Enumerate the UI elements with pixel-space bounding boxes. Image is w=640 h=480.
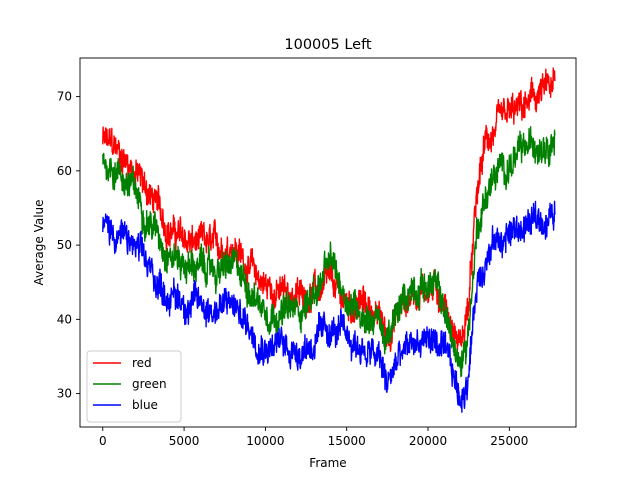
legend-label-red: red [132,356,152,370]
x-tick-label: 20000 [409,434,447,448]
y-tick-label: 60 [57,164,72,178]
series-line-blue [102,200,556,413]
x-tick-label: 25000 [490,434,528,448]
y-tick-label: 30 [57,387,72,401]
y-axis-label: Average Value [32,199,46,285]
plot-frame [79,57,577,428]
x-axis-label: Frame [309,456,346,470]
legend: red green blue [86,350,182,423]
series-line-red [102,67,556,354]
x-tick-label: 0 [99,434,107,448]
series-layer [102,67,556,413]
legend-label-blue: blue [132,398,158,412]
legend-label-green: green [132,377,167,391]
x-tick-label: 15000 [328,434,366,448]
series-line-green [102,126,556,378]
y-axis: 30 40 50 60 70 [57,90,80,401]
y-tick-label: 50 [57,238,72,252]
x-tick-label: 10000 [246,434,284,448]
chart-title: 100005 Left [284,37,372,53]
plot-area [79,57,577,428]
y-tick-label: 70 [57,90,72,104]
x-axis: 0 5000 10000 15000 20000 25000 [99,427,528,448]
y-tick-label: 40 [57,312,72,326]
x-tick-label: 5000 [169,434,200,448]
